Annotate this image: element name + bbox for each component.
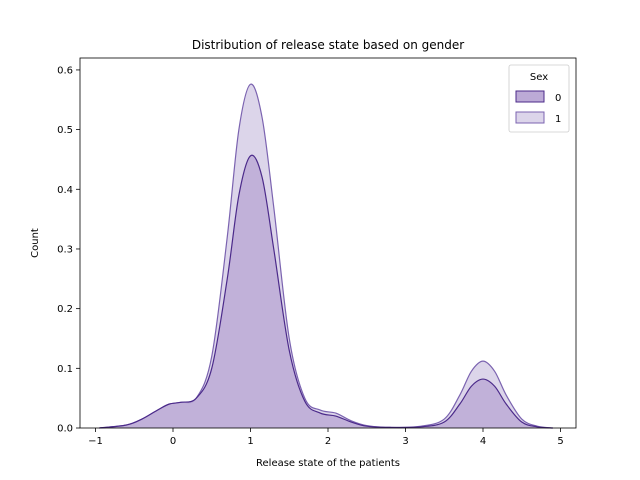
y-tick-label: 0.0 (57, 424, 73, 435)
y-tick-label: 0.6 (57, 65, 73, 76)
y-tick-label: 0.5 (57, 125, 73, 136)
x-tick-label: 1 (247, 436, 253, 447)
x-tick-label: 3 (402, 436, 408, 447)
series-0-line (99, 154, 553, 429)
legend-swatch-1 (515, 111, 545, 124)
axes-frame (79, 57, 577, 429)
x-tick-label: 2 (325, 436, 331, 447)
y-axis-label: Count (30, 228, 41, 258)
y-tick-label: 0.3 (57, 244, 73, 255)
legend-label-1: 1 (555, 114, 561, 125)
x-tick-label: 4 (480, 436, 486, 447)
y-tick-label: 0.1 (57, 364, 73, 375)
y-tick-label: 0.2 (57, 304, 73, 315)
axes: −1 0 1 2 3 4 5 0.0 0.1 0.2 0.3 0.4 0.5 0.6 (57, 57, 577, 447)
legend-title: Sex (530, 72, 548, 83)
legend-label-0: 0 (555, 93, 561, 104)
legend-swatch-0 (515, 90, 545, 103)
legend: Sex 0 1 (508, 64, 570, 133)
chart-title: Distribution of release state based on g… (192, 38, 464, 52)
series-1-area (99, 84, 553, 428)
x-axis-label: Release state of the patients (256, 458, 400, 469)
x-tick-label: 5 (557, 436, 563, 447)
y-tick-label: 0.4 (57, 185, 73, 196)
x-tick-label: −1 (88, 436, 103, 447)
x-tick-label: 0 (170, 436, 176, 447)
plot-area (99, 83, 553, 429)
series-0-area (99, 155, 553, 428)
